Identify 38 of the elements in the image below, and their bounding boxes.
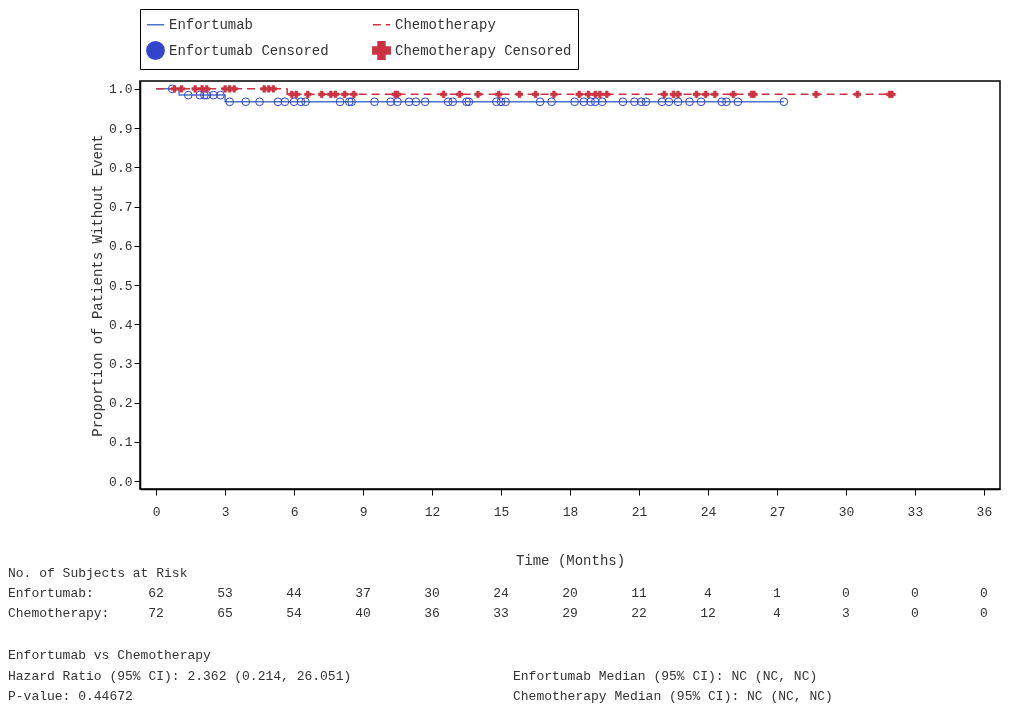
text: Enfortumab: 62 53 44 37 30 24 20 11 4 1 0 0 0 [8,586,988,601]
x-tick-label: 0 [152,504,161,520]
y-tick-label: 1.0 [109,82,133,98]
x-tick-label: 30 [838,504,855,520]
legend-label: Chemotherapy Censored [395,42,572,59]
x-tick-label: 36 [976,504,993,520]
y-axis-title: Proportion of Patients Without Event [90,134,107,437]
y-tick-label: 0.3 [109,356,133,372]
y-tick-label: 0.9 [109,121,133,137]
text: P-value: 0.44672 [8,689,133,704]
x-tick-label: 33 [907,504,924,520]
y-tick-label: 0.2 [109,396,133,412]
legend-label: Enfortumab [169,16,254,33]
y-tick-label: 0.7 [109,200,133,216]
text: No. of Subjects at Risk [8,566,188,581]
text: Enfortumab Median (95% CI): NC (NC, NC) [513,669,818,684]
x-tick-label: 9 [359,504,368,520]
x-tick-label: 12 [424,504,441,520]
y-tick-label: 0.5 [109,278,133,294]
y-tick-label: 0.1 [109,435,133,451]
y-tick-label: 0.6 [109,239,133,255]
text: Hazard Ratio (95% CI): 2.362 (0.214, 26.051) [8,669,352,684]
legend-label: Chemotherapy [395,16,496,33]
legend-label: Enfortumab Censored [169,42,329,59]
y-tick-label: 0.8 [109,160,133,176]
text: Chemotherapy Median (95% CI): NC (NC, NC) [513,689,833,704]
x-tick-label: 6 [290,504,299,520]
y-tick-label: 0.4 [109,317,133,333]
x-tick-label: 3 [221,504,230,520]
x-tick-label: 15 [493,504,510,520]
x-tick-label: 21 [631,504,648,520]
x-axis-title: Time (Months) [515,552,626,569]
text: Enfortumab vs Chemotherapy [8,648,212,663]
x-tick-label: 27 [769,504,786,520]
y-tick-label: 0.0 [109,474,133,490]
text: Chemotherapy: 72 65 54 40 36 33 29 22 12 4 3 0 0 [8,606,988,621]
x-tick-label: 24 [700,504,717,520]
x-tick-label: 18 [562,504,579,520]
